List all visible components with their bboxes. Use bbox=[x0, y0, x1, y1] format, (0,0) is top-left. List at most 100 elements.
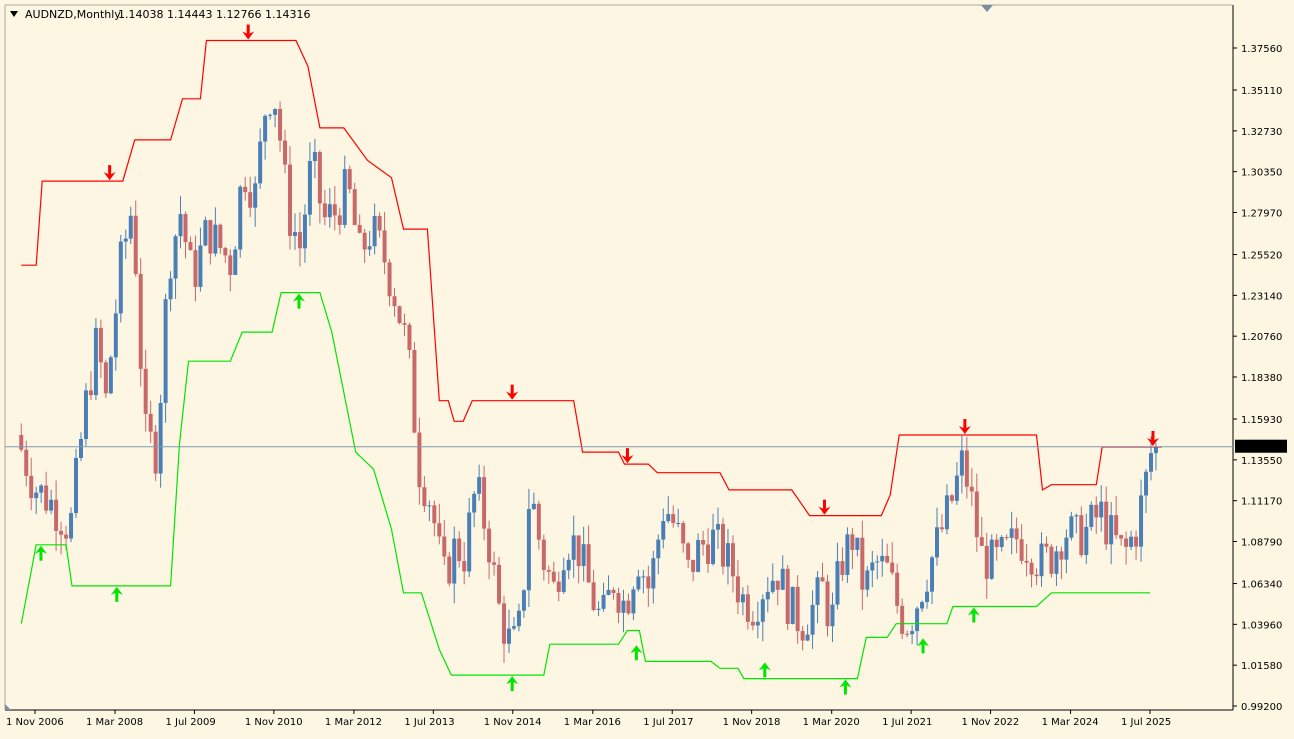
bull-candle bbox=[511, 626, 516, 629]
bear-candle bbox=[1059, 551, 1064, 560]
up-arrow-icon bbox=[967, 607, 980, 623]
down-arrow-icon bbox=[242, 24, 255, 40]
price-tick-label: 1.18380 bbox=[1241, 373, 1282, 384]
bull-candle bbox=[118, 241, 123, 314]
bear-candle bbox=[1014, 528, 1019, 540]
bear-candle bbox=[745, 594, 750, 622]
bear-candle bbox=[29, 475, 34, 499]
bear-candle bbox=[59, 530, 64, 535]
time-tick-label: 1 Nov 2014 bbox=[484, 717, 542, 728]
bear-candle bbox=[1079, 515, 1084, 556]
up-arrow-icon bbox=[758, 662, 771, 678]
bull-candle bbox=[39, 485, 44, 493]
bear-candle bbox=[576, 535, 581, 567]
bear-candle bbox=[447, 556, 452, 584]
time-tick-label: 1 Jul 2013 bbox=[404, 717, 454, 728]
bear-candle bbox=[487, 528, 492, 563]
bull-candle bbox=[651, 558, 656, 589]
bear-candle bbox=[218, 224, 223, 249]
time-tick-label: 1 Mar 2024 bbox=[1042, 717, 1099, 728]
bull-candle bbox=[920, 602, 925, 609]
bear-candle bbox=[402, 323, 407, 325]
price-tick-label: 1.11170 bbox=[1241, 497, 1282, 508]
bear-candle bbox=[352, 189, 357, 225]
bull-candle bbox=[925, 591, 930, 603]
bull-candle bbox=[74, 457, 79, 514]
bear-candle bbox=[228, 255, 233, 275]
bull-candle bbox=[123, 238, 128, 242]
bear-candle bbox=[969, 486, 974, 492]
bull-candle bbox=[855, 537, 860, 550]
bear-candle bbox=[949, 495, 954, 501]
bear-candle bbox=[337, 215, 342, 225]
price-tick-label: 1.13550 bbox=[1241, 456, 1282, 467]
bear-candle bbox=[243, 186, 248, 193]
bear-candle bbox=[860, 537, 865, 590]
bull-candle bbox=[870, 562, 875, 571]
bear-candle bbox=[586, 544, 591, 583]
chart-ohlc: 1.14038 1.14443 1.12766 1.14316 bbox=[118, 8, 310, 21]
price-tick-label: 1.20760 bbox=[1241, 332, 1282, 343]
bull-candle bbox=[203, 220, 208, 246]
bear-candle bbox=[148, 413, 153, 432]
chart-symbol: AUDNZD,Monthly bbox=[25, 8, 121, 21]
bull-candle bbox=[765, 591, 770, 600]
price-tick-label: 1.25520 bbox=[1241, 251, 1282, 262]
bull-candle bbox=[113, 313, 118, 358]
bear-candle bbox=[795, 586, 800, 632]
bear-candle bbox=[283, 140, 288, 165]
up-arrow-icon bbox=[506, 676, 519, 692]
bull-candle bbox=[656, 539, 661, 559]
time-tick-label: 1 Mar 2012 bbox=[325, 717, 382, 728]
bear-candle bbox=[332, 204, 337, 216]
price-tick-label: 1.32730 bbox=[1241, 127, 1282, 138]
bull-candle bbox=[178, 214, 183, 237]
bear-candle bbox=[193, 250, 198, 287]
bull-candle bbox=[999, 537, 1004, 548]
bull-candle bbox=[1139, 495, 1144, 547]
bear-candle bbox=[44, 485, 49, 511]
bull-candle bbox=[959, 450, 964, 476]
bull-candle bbox=[636, 576, 641, 590]
bear-candle bbox=[800, 631, 805, 641]
bear-candle bbox=[138, 273, 143, 369]
bull-candle bbox=[1054, 551, 1059, 574]
bull-candle bbox=[989, 539, 994, 579]
bull-candle bbox=[427, 505, 432, 507]
bull-candle bbox=[128, 215, 133, 239]
bear-candle bbox=[133, 215, 138, 274]
bull-candle bbox=[506, 628, 511, 644]
up-arrow-icon bbox=[34, 545, 47, 561]
bull-candle bbox=[835, 561, 840, 605]
bull-candle bbox=[163, 299, 168, 403]
bear-candle bbox=[1124, 538, 1129, 547]
collapse-triangle-icon[interactable] bbox=[10, 11, 18, 17]
candles-layer bbox=[19, 101, 1158, 663]
bear-candle bbox=[701, 539, 706, 545]
bull-candle bbox=[944, 495, 949, 530]
bear-candle bbox=[706, 544, 711, 564]
bull-candle bbox=[1069, 516, 1074, 538]
bull-candle bbox=[307, 161, 312, 215]
bull-candle bbox=[49, 499, 54, 511]
down-arrow-icon bbox=[103, 165, 116, 181]
up-arrow-icon bbox=[630, 645, 643, 661]
bear-candle bbox=[392, 296, 397, 307]
time-tick-label: 1 Nov 2018 bbox=[723, 717, 781, 728]
bear-candle bbox=[288, 164, 293, 236]
bear-candle bbox=[64, 534, 69, 539]
down-arrow-icon bbox=[1146, 430, 1159, 446]
bear-candle bbox=[546, 569, 551, 572]
current-price-label: 1.14316 bbox=[1238, 443, 1279, 454]
bull-candle bbox=[631, 589, 636, 614]
time-tick-label: 1 Jul 2021 bbox=[882, 717, 932, 728]
bear-candle bbox=[417, 432, 422, 488]
bull-candle bbox=[233, 249, 238, 275]
bull-candle bbox=[716, 524, 721, 530]
bear-candle bbox=[984, 545, 989, 579]
bear-candle bbox=[442, 536, 447, 557]
shift-marker-icon[interactable] bbox=[981, 5, 993, 12]
bull-candle bbox=[342, 169, 347, 225]
